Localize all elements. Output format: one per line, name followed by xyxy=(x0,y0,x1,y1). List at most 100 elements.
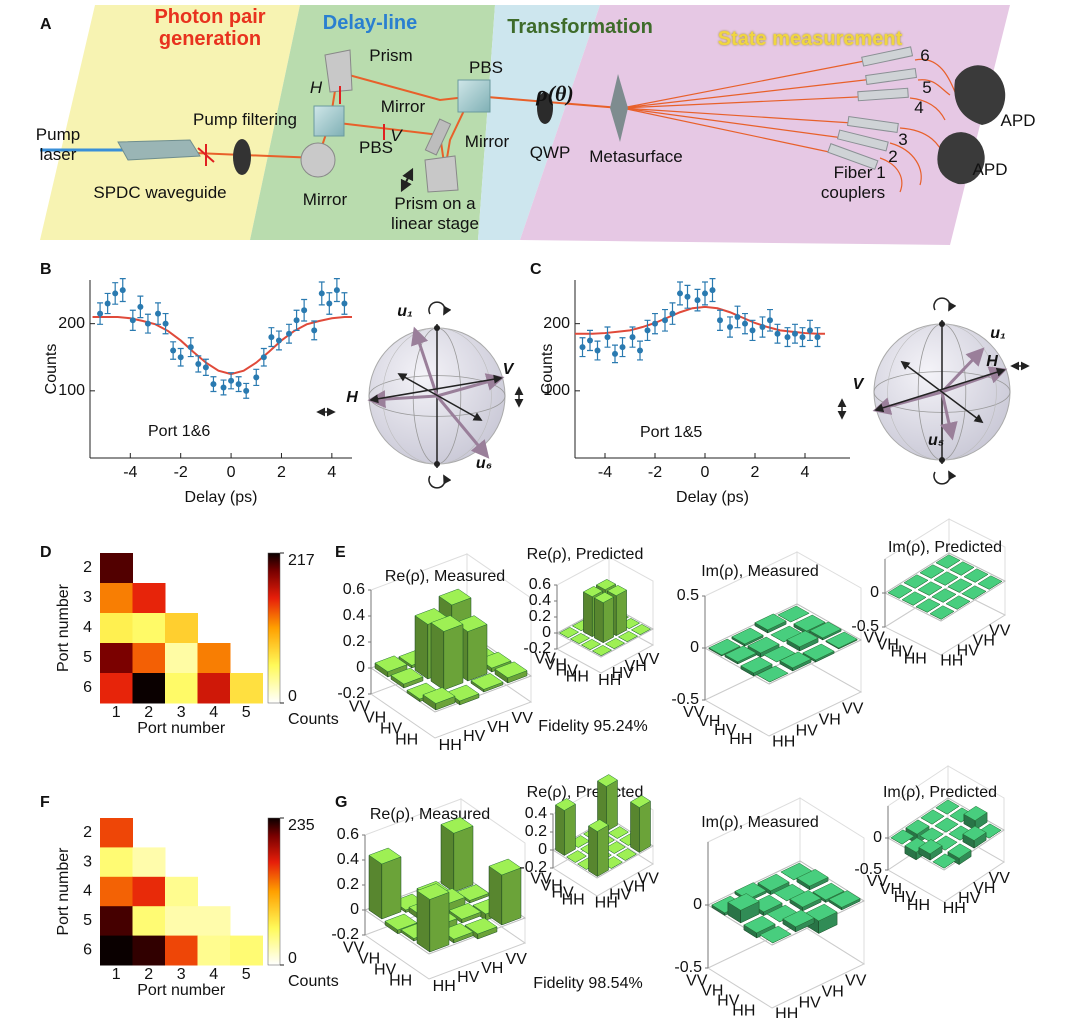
row-label: HV xyxy=(717,992,740,1009)
data-point xyxy=(275,337,282,344)
z-tick-label: -0.2 xyxy=(331,926,359,943)
y-tick-label: 4 xyxy=(83,883,92,900)
bar xyxy=(617,631,639,642)
bar xyxy=(740,656,773,677)
floor xyxy=(552,835,654,897)
annotation: Port 1&6 xyxy=(148,423,210,440)
z-tick-label: -0.5 xyxy=(674,959,702,976)
data-point xyxy=(677,290,683,297)
pbs xyxy=(457,79,491,113)
bar-top xyxy=(901,591,927,606)
row-label: HV xyxy=(551,884,574,901)
col-label: VV xyxy=(989,623,1011,640)
colorbar-label: Counts xyxy=(288,711,339,728)
data-point xyxy=(669,310,676,317)
bar xyxy=(947,843,972,866)
panel-label: D xyxy=(40,544,52,561)
y-tick-label: 3 xyxy=(83,589,92,606)
row-label: HV xyxy=(374,962,397,979)
bar-top xyxy=(470,673,504,690)
diagram-label: APD xyxy=(1000,111,1036,130)
data-point xyxy=(619,344,626,351)
diagram-label: 5 xyxy=(922,78,932,97)
bar-face xyxy=(588,825,598,877)
x-tick-label: 2 xyxy=(277,464,286,481)
z-tick-label: 0.2 xyxy=(343,633,365,650)
heat-cell xyxy=(100,583,133,614)
bar xyxy=(708,638,741,657)
diagram-label: V xyxy=(390,126,402,145)
bar-top xyxy=(731,627,764,645)
panel-label: A xyxy=(40,16,52,33)
bar-top xyxy=(789,890,822,908)
col-label: VH xyxy=(822,984,844,1001)
bar-top xyxy=(390,667,424,685)
bar xyxy=(933,571,959,586)
bar-face xyxy=(453,825,474,893)
bar xyxy=(789,890,822,912)
data-point xyxy=(333,287,340,294)
plot-title: Im(ρ), Measured xyxy=(701,814,819,831)
diagram-label: APD xyxy=(972,160,1008,179)
x-axis-label: Port number xyxy=(137,720,226,737)
bar xyxy=(588,819,609,877)
y-tick-label: 200 xyxy=(543,315,570,332)
plot-title: Re(ρ), Measured xyxy=(385,568,505,585)
heat-cell xyxy=(100,553,133,584)
pump-arrow xyxy=(197,147,215,163)
x-tick-label: -4 xyxy=(123,464,137,481)
bar-top xyxy=(905,819,930,835)
z-tick-label: 0.4 xyxy=(529,592,551,609)
bar-top xyxy=(591,645,613,656)
bar-top xyxy=(932,853,957,869)
col-label: VV xyxy=(638,871,660,888)
bar-top xyxy=(935,799,960,815)
bar xyxy=(777,605,810,623)
bar-top xyxy=(935,554,961,569)
col-label: HV xyxy=(612,665,635,682)
row-label: HV xyxy=(380,721,403,738)
y-tick-label: 6 xyxy=(83,942,92,959)
col-label: HV xyxy=(799,995,822,1012)
bar-top xyxy=(747,636,780,654)
bar xyxy=(929,605,955,620)
z-tick-label: 0 xyxy=(542,624,551,641)
row-label: HH xyxy=(566,669,589,686)
heat-cell xyxy=(165,906,198,937)
bloch-label: H xyxy=(986,353,998,370)
z-tick-label: 0.2 xyxy=(525,823,547,840)
data-point xyxy=(684,293,691,300)
z-tick-label: -0.2 xyxy=(519,859,547,876)
colorbar-tick-label: 0 xyxy=(288,688,297,705)
col-label: VV xyxy=(512,710,534,727)
z-tick-label: 0 xyxy=(356,659,365,676)
panel-label: G xyxy=(335,794,347,811)
bar-face xyxy=(602,596,614,644)
bar-top xyxy=(919,827,944,843)
heat-cell xyxy=(197,906,231,937)
bar xyxy=(825,631,858,650)
diagram-label: 1 xyxy=(876,163,886,182)
bar xyxy=(430,615,464,691)
data-point xyxy=(594,347,601,354)
heat-cell xyxy=(100,906,133,937)
heat-cell xyxy=(132,583,166,614)
bar xyxy=(731,627,764,647)
data-point xyxy=(112,290,119,297)
row-label: VH xyxy=(545,657,567,674)
bar-top xyxy=(438,588,472,606)
bar-top xyxy=(448,902,482,920)
bar-top xyxy=(949,561,975,576)
diagram-label: Mirror xyxy=(380,97,426,116)
z-tick-label: -0.2 xyxy=(523,640,551,657)
bar xyxy=(555,798,576,856)
data-point xyxy=(652,320,658,327)
bar-top xyxy=(558,627,580,638)
col-label: VV xyxy=(845,973,867,990)
bar-top xyxy=(488,858,522,876)
bar xyxy=(932,853,957,869)
bar xyxy=(422,687,456,711)
data-point xyxy=(104,300,111,307)
bar xyxy=(796,869,829,891)
